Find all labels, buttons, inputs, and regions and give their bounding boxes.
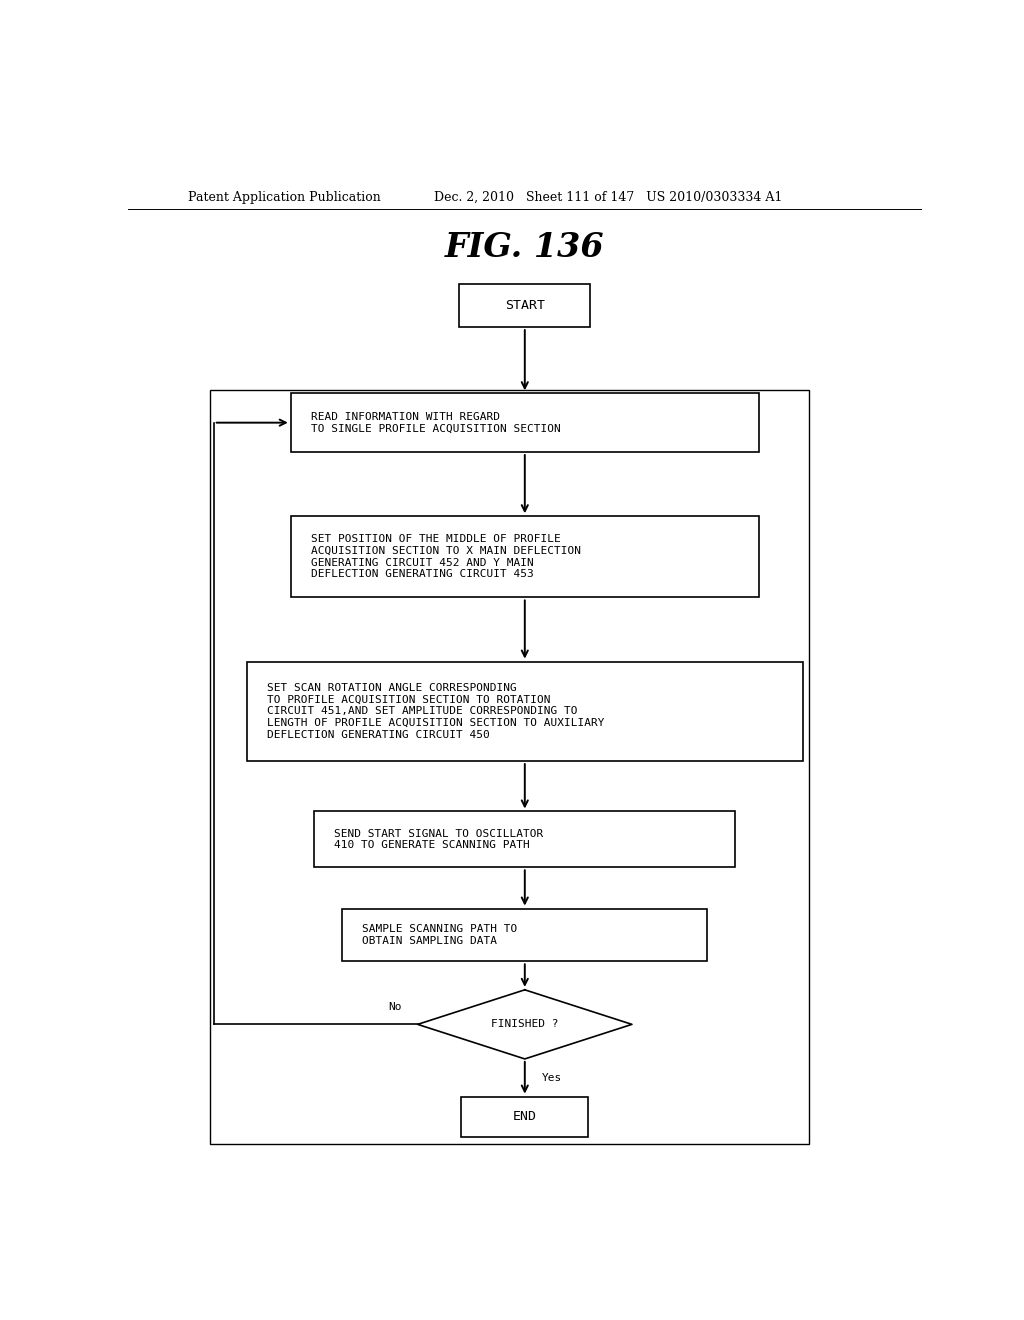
FancyBboxPatch shape — [314, 812, 735, 867]
Text: Dec. 2, 2010   Sheet 111 of 147   US 2010/0303334 A1: Dec. 2, 2010 Sheet 111 of 147 US 2010/03… — [433, 190, 782, 203]
Text: SET SCAN ROTATION ANGLE CORRESPONDING
TO PROFILE ACQUISITION SECTION TO ROTATION: SET SCAN ROTATION ANGLE CORRESPONDING TO… — [267, 684, 604, 739]
FancyBboxPatch shape — [461, 1097, 588, 1138]
FancyBboxPatch shape — [291, 516, 759, 598]
Text: SAMPLE SCANNING PATH TO
OBTAIN SAMPLING DATA: SAMPLE SCANNING PATH TO OBTAIN SAMPLING … — [362, 924, 517, 945]
Text: START: START — [505, 300, 545, 313]
FancyBboxPatch shape — [291, 393, 759, 453]
FancyBboxPatch shape — [342, 908, 708, 961]
Text: Yes: Yes — [543, 1073, 562, 1082]
Text: FIG. 136: FIG. 136 — [445, 231, 604, 264]
Text: SEND START SIGNAL TO OSCILLATOR
410 TO GENERATE SCANNING PATH: SEND START SIGNAL TO OSCILLATOR 410 TO G… — [334, 829, 544, 850]
FancyBboxPatch shape — [460, 284, 590, 327]
Text: Patent Application Publication: Patent Application Publication — [187, 190, 380, 203]
Text: FINISHED ?: FINISHED ? — [492, 1019, 558, 1030]
Text: No: No — [388, 1002, 401, 1012]
Text: READ INFORMATION WITH REGARD
TO SINGLE PROFILE ACQUISITION SECTION: READ INFORMATION WITH REGARD TO SINGLE P… — [310, 412, 560, 433]
Text: SET POSITION OF THE MIDDLE OF PROFILE
ACQUISITION SECTION TO X MAIN DEFLECTION
G: SET POSITION OF THE MIDDLE OF PROFILE AC… — [310, 535, 581, 579]
Text: END: END — [513, 1110, 537, 1123]
FancyBboxPatch shape — [247, 661, 803, 762]
